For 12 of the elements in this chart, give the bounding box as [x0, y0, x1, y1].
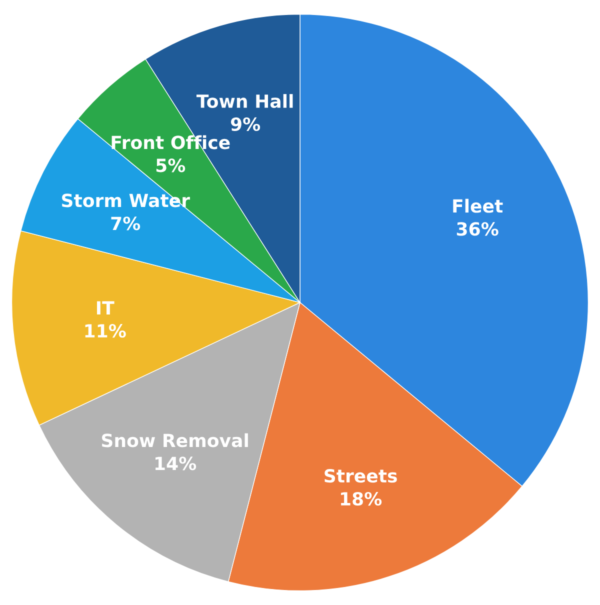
data-label: 36% [456, 222, 498, 236]
data-label: 18% [340, 492, 382, 506]
data-label: 7% [111, 216, 140, 230]
slice-label: Streets [324, 469, 397, 483]
data-label: 5% [156, 158, 186, 172]
data-label: 14% [155, 456, 196, 470]
data-label: 11% [85, 324, 126, 338]
data-label: 9% [230, 117, 260, 131]
slice-label: Fleet [453, 198, 503, 213]
slice-label: Town Hall [196, 94, 293, 108]
slice-label: Snow Removal [102, 433, 248, 448]
slice-label: IT [97, 301, 114, 314]
